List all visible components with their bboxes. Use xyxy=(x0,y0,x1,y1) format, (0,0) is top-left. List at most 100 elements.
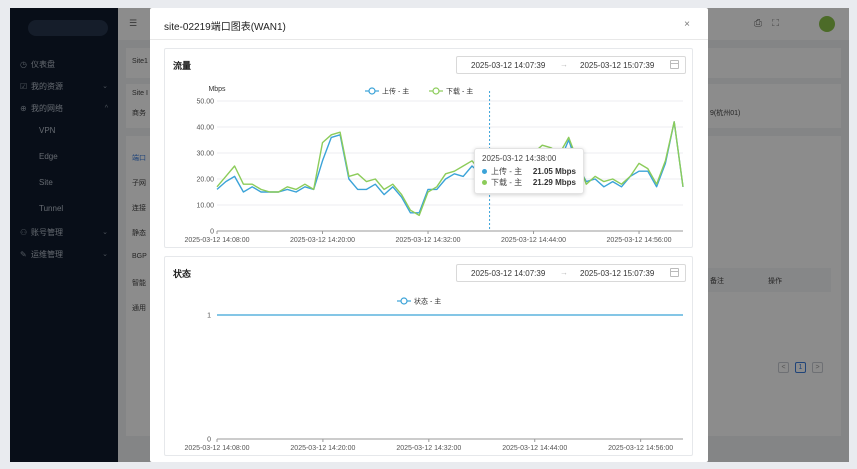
tooltip-row: 下载 - 主 21.29 Mbps xyxy=(482,177,576,188)
status-panel: 状态 2025-03-12 14:07:39 → 2025-03-12 15:0… xyxy=(164,256,693,456)
y-tick-label: 0 xyxy=(207,437,211,444)
ops-icon: ✎ xyxy=(20,250,27,259)
chart-tooltip: 2025-03-12 14:38:00 上传 - 主 21.05 Mbps 下载 … xyxy=(474,148,584,194)
table-header-actions: 操作 xyxy=(768,278,782,285)
chevron-down-icon: ⌄ xyxy=(102,251,108,258)
legend-label: 上传 - 主 xyxy=(382,87,409,96)
pager-page-button[interactable]: 1 xyxy=(795,362,806,373)
bg-label: Site I xyxy=(132,90,148,97)
legend-label: 下载 - 主 xyxy=(446,87,473,96)
y-tick-label: 20.00 xyxy=(196,177,214,184)
tooltip-series-value: 21.29 Mbps xyxy=(532,178,576,187)
toolbar-icons[interactable]: ⎙⛶ xyxy=(754,18,789,29)
chart-modal: site-02219端口图表(WAN1) × 流量 2025-03-12 14:… xyxy=(150,8,708,462)
x-tick-label: 2025-03-12 14:56:00 xyxy=(607,237,672,244)
y-tick-label: 10.00 xyxy=(196,203,214,210)
sidebar-subitem-vpn[interactable]: VPN xyxy=(39,126,56,135)
sidebar-item-network[interactable]: ⊕ 我的网络 ^ xyxy=(10,98,118,120)
bg-tab[interactable]: BGP xyxy=(132,253,147,260)
y-tick-label: 50.00 xyxy=(196,99,214,106)
range-start[interactable]: 2025-03-12 14:07:39 xyxy=(471,269,546,278)
bg-location-text: 9(杭州01) xyxy=(710,110,741,117)
tooltip-series-name: 上传 - 主 xyxy=(491,167,523,176)
sidebar-item-ops[interactable]: ✎ 运维管理 ⌄ xyxy=(10,244,118,266)
bg-tab[interactable]: 连接 xyxy=(132,205,146,212)
traffic-date-range-picker[interactable]: 2025-03-12 14:07:39 → 2025-03-12 15:07:3… xyxy=(456,56,686,74)
traffic-title: 流量 xyxy=(173,61,192,71)
bg-tab[interactable]: 智能 xyxy=(132,280,146,287)
bg-tab[interactable]: 通用 xyxy=(132,305,146,312)
x-tick-label: 2025-03-12 14:08:00 xyxy=(185,237,250,244)
x-tick-label: 2025-03-12 14:20:00 xyxy=(290,445,355,452)
sidebar-item-resources[interactable]: ☑ 我的资源 ⌄ xyxy=(10,76,118,98)
table-header-remark: 备注 xyxy=(710,278,724,285)
y-tick-label: 0 xyxy=(210,229,214,236)
bg-label: 商务 xyxy=(132,110,146,117)
x-tick-label: 2025-03-12 14:20:00 xyxy=(290,237,355,244)
sidebar-item-label: 我的网络 xyxy=(31,104,63,113)
menu-icon[interactable]: ☰ xyxy=(129,18,138,28)
series-line-upload xyxy=(216,121,684,214)
network-icon: ⊕ xyxy=(20,104,27,113)
range-start[interactable]: 2025-03-12 14:07:39 xyxy=(471,61,546,70)
traffic-panel: 流量 2025-03-12 14:07:39 → 2025-03-12 15:0… xyxy=(164,48,693,248)
x-tick-label: 2025-03-12 14:08:00 xyxy=(185,445,250,452)
bg-tab[interactable]: 端口 xyxy=(132,155,146,162)
close-icon[interactable]: × xyxy=(684,19,690,30)
sidebar-item-label: 仪表盘 xyxy=(31,60,55,69)
chevron-down-icon: ⌄ xyxy=(102,229,108,236)
sidebar-subitem-tunnel[interactable]: Tunnel xyxy=(39,204,64,213)
resource-icon: ☑ xyxy=(20,82,28,91)
status-chart[interactable]: 状态 - 主 0 1 2025-03-12 14:08:00 2025-03-12 14… xyxy=(165,257,694,457)
avatar[interactable] xyxy=(819,16,835,32)
calendar-icon[interactable] xyxy=(670,60,679,69)
tooltip-series-name: 下载 - 主 xyxy=(491,178,523,187)
series-dot-icon xyxy=(482,180,487,186)
sidebar-item-label: 账号管理 xyxy=(31,228,63,237)
table-header xyxy=(708,268,831,292)
series-dot-icon xyxy=(482,169,487,175)
x-tick-label: 2025-03-12 14:32:00 xyxy=(396,445,461,452)
chevron-down-icon: ⌄ xyxy=(102,83,108,90)
x-tick-label: 2025-03-12 14:32:00 xyxy=(396,237,461,244)
tooltip-series-value: 21.05 Mbps xyxy=(532,167,576,176)
traffic-chart[interactable]: Mbps 上传 - 主下载 - 主010.0020.0030.0040.0050.… xyxy=(165,49,694,249)
calendar-icon[interactable] xyxy=(670,268,679,277)
legend-label: 状态 - 主 xyxy=(414,297,441,306)
range-end[interactable]: 2025-03-12 15:07:39 xyxy=(580,61,655,70)
sidebar-subitem-site[interactable]: Site xyxy=(39,178,53,187)
y-tick-label: 40.00 xyxy=(196,125,214,132)
sidebar: ◷ 仪表盘 ☑ 我的资源 ⌄ ⊕ 我的网络 ^ VPN Edge Site Tunnel … xyxy=(10,8,118,462)
y-axis-unit: Mbps xyxy=(208,86,226,93)
sidebar-item-label: 我的资源 xyxy=(31,82,63,91)
modal-divider xyxy=(150,39,708,40)
legend-marker xyxy=(432,87,440,95)
sidebar-subitem-edge[interactable]: Edge xyxy=(39,152,58,161)
account-icon: ⚇ xyxy=(20,228,28,237)
series-line-download xyxy=(216,121,684,217)
range-end[interactable]: 2025-03-12 15:07:39 xyxy=(580,269,655,278)
bg-tab[interactable]: 子网 xyxy=(132,180,146,187)
sidebar-item-label: 运维管理 xyxy=(31,250,63,259)
legend-marker xyxy=(400,297,408,305)
tooltip-time: 2025-03-12 14:38:00 xyxy=(482,154,557,163)
bg-label: Site1 xyxy=(132,58,148,65)
y-tick-label: 1 xyxy=(207,313,211,320)
x-tick-label: 2025-03-12 14:44:00 xyxy=(502,445,567,452)
tooltip-row: 上传 - 主 21.05 Mbps xyxy=(482,166,576,177)
dashboard-icon: ◷ xyxy=(20,60,27,69)
chevron-up-icon: ^ xyxy=(104,105,108,112)
app-logo xyxy=(28,20,108,36)
pager-prev-button[interactable]: < xyxy=(778,362,789,373)
x-tick-label: 2025-03-12 14:56:00 xyxy=(608,445,673,452)
range-arrow: → xyxy=(560,268,568,277)
bg-tab[interactable]: 静态 xyxy=(132,230,146,237)
status-date-range-picker[interactable]: 2025-03-12 14:07:39 → 2025-03-12 15:07:3… xyxy=(456,264,686,282)
pager-next-button[interactable]: > xyxy=(812,362,823,373)
range-arrow: → xyxy=(560,60,568,69)
sidebar-item-accounts[interactable]: ⚇ 账号管理 ⌄ xyxy=(10,222,118,244)
y-tick-label: 30.00 xyxy=(196,151,214,158)
status-title: 状态 xyxy=(173,269,192,279)
sidebar-item-dashboard[interactable]: ◷ 仪表盘 xyxy=(10,54,118,76)
x-tick-label: 2025-03-12 14:44:00 xyxy=(501,237,566,244)
